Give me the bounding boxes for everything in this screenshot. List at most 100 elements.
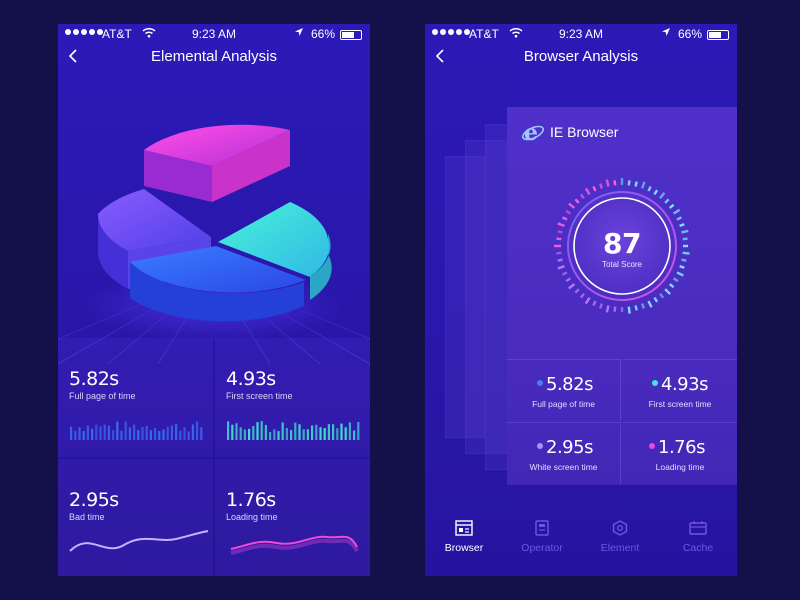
- sparkline-bar: [327, 424, 330, 440]
- battery-icon: [340, 30, 362, 40]
- gauge-tick: [568, 202, 576, 209]
- sparkline-bar: [336, 428, 339, 440]
- operator-icon: [535, 520, 549, 536]
- gauge-tick: [668, 203, 675, 209]
- sparkline-bar: [74, 430, 77, 440]
- gauge-tick: [592, 186, 597, 192]
- tab-element[interactable]: Element: [581, 520, 659, 554]
- gauge-tick: [641, 303, 645, 309]
- clock: 9:23 AM: [558, 27, 604, 41]
- card-stack-layer[interactable]: [445, 156, 485, 438]
- signal-strength-icon: [65, 29, 103, 35]
- sparkline-bar: [332, 424, 335, 440]
- card-stack-layer[interactable]: [465, 140, 513, 454]
- gauge-tick: [599, 183, 603, 189]
- sparkline-bar: [99, 426, 102, 440]
- sparkline-bar: [311, 425, 314, 440]
- tab-label: Element: [600, 542, 640, 554]
- page-title: Browser Analysis: [523, 48, 639, 65]
- gauge-tick: [647, 300, 653, 308]
- metric-label: White screen time: [529, 462, 598, 472]
- gauge-tick: [613, 180, 617, 186]
- metric-value: 5.82s: [546, 374, 593, 395]
- sparkline-bar: [353, 430, 356, 440]
- tab-label: Browser: [444, 542, 484, 554]
- sparkline-bar: [231, 424, 234, 440]
- battery-percent: 66%: [677, 27, 702, 41]
- metrics-grid: 5.82s Full page of time 4.93s First scre…: [58, 338, 370, 576]
- metric-label: Bad time: [69, 512, 105, 522]
- sparkline-bar: [124, 421, 127, 440]
- sparkline-bar: [227, 421, 230, 440]
- sparkline-bar: [277, 431, 280, 440]
- tab-cache[interactable]: Cache: [659, 520, 737, 554]
- sparkline-bar: [239, 427, 242, 440]
- tab-browser[interactable]: Browser: [425, 520, 503, 554]
- gauge-tick: [682, 237, 688, 241]
- browser-icon: [455, 520, 473, 536]
- carrier-label: AT&T: [469, 27, 499, 41]
- gauge-tick: [673, 277, 679, 283]
- sparkline-bar: [260, 421, 263, 440]
- sparkline-bar: [103, 424, 106, 440]
- gauge-tick: [647, 186, 652, 192]
- card-metric-loading-time: 1.76s Loading time: [623, 422, 737, 484]
- elemental-analysis-screen: AT&T 9:23 AM 66% Elemental Analysis: [58, 24, 370, 576]
- metric-full-page-time: 5.82s Full page of time: [58, 338, 213, 457]
- gauge-tick: [565, 277, 571, 283]
- carrier-label: AT&T: [102, 27, 132, 41]
- gauge-tick: [653, 189, 659, 195]
- gauge-tick: [627, 306, 631, 314]
- gauge-tick: [584, 187, 591, 195]
- gauge-tick: [681, 258, 687, 262]
- gauge-tick: [565, 209, 571, 215]
- gauge-tick: [562, 271, 568, 276]
- gauge-tick: [659, 192, 666, 200]
- sparkline-bar: [95, 424, 98, 440]
- metric-label: Full page of time: [532, 399, 595, 409]
- gauge-tick: [557, 258, 563, 262]
- sparkline-bar: [137, 430, 140, 440]
- sparkline-bar: [170, 425, 173, 440]
- sparkline-bar: [154, 428, 157, 440]
- metric-label: Loading time: [226, 512, 278, 522]
- sparkline-bar: [319, 427, 322, 440]
- sparkline-bar: [196, 421, 199, 440]
- gauge-tick: [676, 271, 684, 277]
- browser-score-card[interactable]: e IE Browser 87 Total Score: [507, 107, 737, 485]
- signal-strength-icon: [432, 29, 470, 35]
- back-chevron-icon[interactable]: [68, 48, 82, 66]
- location-arrow-icon: [661, 27, 671, 40]
- sparkline-bar: [166, 426, 169, 440]
- back-chevron-icon[interactable]: [435, 48, 449, 66]
- gauge-tick: [584, 297, 591, 305]
- sparkline-bar: [281, 422, 284, 440]
- sparkline-bar: [158, 431, 161, 440]
- sparkline-bar: [315, 424, 318, 440]
- pie-slice-blue: [130, 246, 306, 322]
- sparkline-bar: [191, 424, 194, 440]
- sparkline-bar: [91, 428, 94, 440]
- gauge-tick: [682, 251, 690, 255]
- wifi-icon: [142, 27, 156, 41]
- wave-sparkline-pink: [230, 535, 359, 555]
- sparkline-bar: [256, 422, 259, 440]
- sparkline-bar: [235, 423, 238, 440]
- card-metric-white-screen-time: 2.95s White screen time: [507, 422, 621, 484]
- pie-chart-3d: [58, 74, 370, 364]
- nav-bar: Elemental Analysis: [58, 44, 370, 70]
- wave-sparkline-lavender: [69, 530, 209, 552]
- sparkline-bar: [107, 425, 110, 440]
- sparkline-bar: [120, 430, 123, 440]
- gauge-tick: [613, 306, 617, 312]
- card-metric-full-page-time: 5.82s Full page of time: [507, 359, 621, 421]
- tab-operator[interactable]: Operator: [503, 520, 581, 554]
- sparkline-bar: [187, 431, 190, 440]
- gauge-tick: [557, 230, 563, 234]
- sparkline-bar: [183, 427, 186, 440]
- gauge-tick: [668, 283, 675, 289]
- metric-label: Loading time: [655, 462, 705, 472]
- metric-value: 1.76s: [658, 437, 705, 458]
- gauge-tick: [574, 288, 580, 294]
- sparkline-bar: [302, 429, 305, 440]
